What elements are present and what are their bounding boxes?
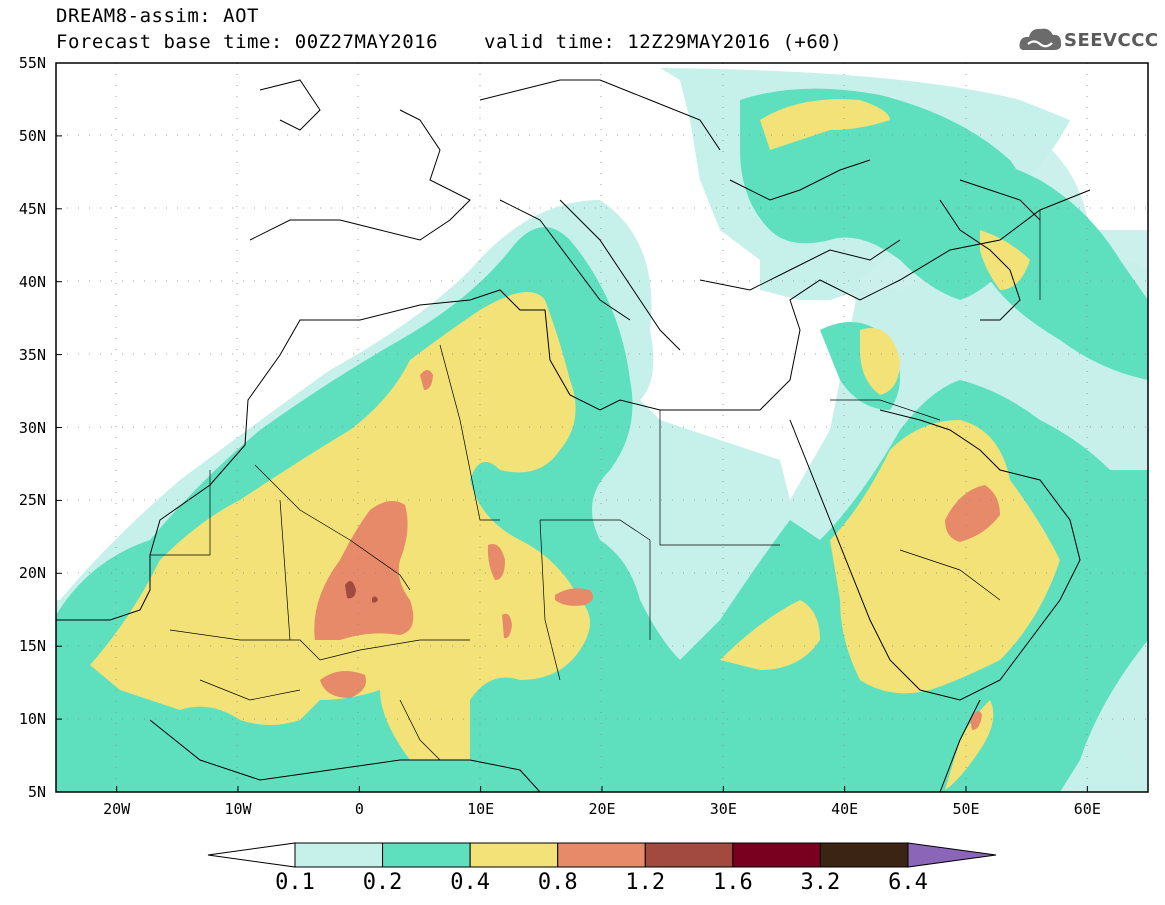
- lat-label: 45N: [18, 199, 46, 218]
- colorbar-swatch: [557, 842, 646, 868]
- lon-label: 10E: [467, 800, 495, 818]
- coastlines: [56, 79, 1091, 792]
- colorbar-label: 6.4: [888, 870, 928, 895]
- colorbar-label: 0.2: [362, 870, 403, 895]
- lon-label: 60E: [1073, 800, 1101, 818]
- lon-label: 0: [354, 800, 364, 818]
- lon-label: 40E: [831, 800, 859, 818]
- colorbar: [207, 842, 997, 868]
- lon-label: 50E: [952, 800, 980, 818]
- lat-label: 55N: [18, 54, 46, 72]
- lon-label: 20W: [103, 800, 131, 818]
- country-borders: [150, 210, 1041, 761]
- logo-text: SEEVCCC: [1064, 30, 1159, 51]
- lat-label: 25N: [18, 491, 46, 510]
- cloud-icon: [1019, 28, 1062, 50]
- colorbar-label: 0.8: [537, 870, 578, 895]
- lat-label: 35N: [18, 345, 46, 364]
- lat-label: 50N: [18, 126, 46, 145]
- lat-label: 20N: [18, 564, 46, 583]
- colorbar-label: 0.4: [450, 870, 491, 895]
- colorbar-low-arrow: [207, 842, 296, 868]
- lon-label: 20E: [588, 800, 616, 818]
- colorbar-swatch: [732, 842, 821, 868]
- colorbar-swatch: [644, 842, 734, 868]
- lat-label: 5N: [27, 783, 46, 801]
- axis-ticks: [56, 62, 1088, 793]
- colorbar-swatch: [469, 842, 559, 868]
- colorbar-swatch: [382, 842, 471, 868]
- lat-label: 15N: [18, 637, 46, 656]
- colorbar-label: 3.2: [800, 870, 841, 895]
- lat-label: 30N: [18, 418, 46, 437]
- lat-label: 40N: [18, 272, 46, 291]
- colorbar-high-arrow: [907, 842, 997, 868]
- gridlines: [56, 63, 1148, 792]
- colorbar-label: 1.2: [625, 870, 666, 895]
- aot-field: [56, 63, 1148, 792]
- map-title: DREAM8-assim: AOT: [56, 5, 259, 27]
- aot-contour-0.8: [314, 370, 1000, 730]
- lon-label: 10W: [224, 800, 252, 818]
- aot-contour-0.4: [90, 99, 1060, 790]
- colorbar-label: 1.6: [712, 870, 753, 895]
- forecast-base-time: Forecast base time: 00Z27MAY2016: [56, 31, 439, 53]
- lat-label: 10N: [18, 710, 46, 729]
- lon-label: 30E: [709, 800, 737, 818]
- valid-time: valid time: 12Z29MAY2016 (+60): [484, 31, 843, 53]
- colorbar-swatch: [294, 842, 384, 868]
- aot-contour-1.2: [345, 581, 378, 603]
- colorbar-label: 0.1: [275, 870, 315, 895]
- colorbar-swatch: [819, 842, 909, 868]
